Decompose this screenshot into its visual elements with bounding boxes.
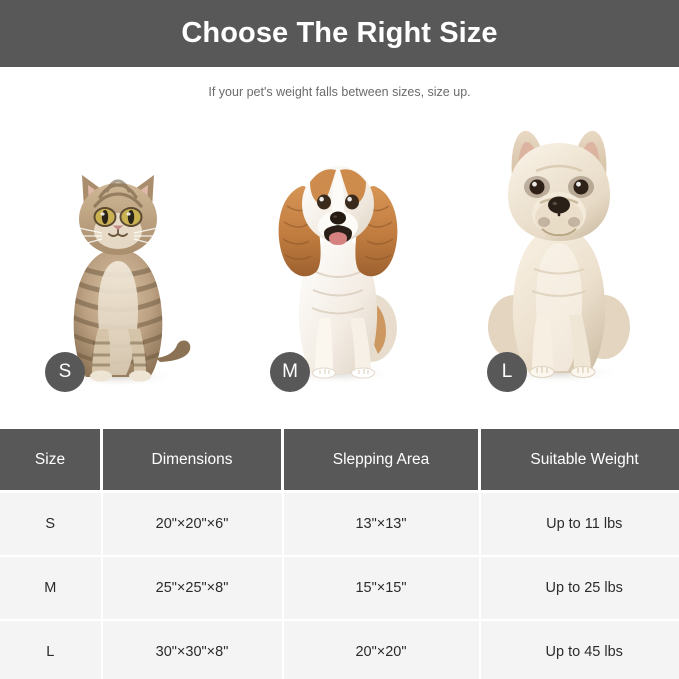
size-badge-large: L — [487, 352, 527, 392]
subtitle-text: If your pet's weight falls between sizes… — [208, 85, 471, 99]
column-header-sleeping-area: Slepping Area — [282, 429, 481, 493]
pet-cell-large: L — [474, 117, 644, 429]
cell-sleeping-area: 15"×15" — [282, 556, 481, 621]
size-badge-large-label: L — [501, 361, 513, 382]
cell-dimensions: 20"×20"×6" — [101, 491, 284, 557]
size-badge-medium: M — [270, 352, 310, 392]
table-body: S 20"×20"×6" 13"×13" Up to 11 lbs M 25"×… — [0, 491, 679, 679]
size-badge-medium-label: M — [282, 361, 298, 382]
cell-sleeping-area: 20"×20" — [282, 620, 481, 679]
size-chart-table: Size Dimensions Slepping Area Suitable W… — [0, 429, 679, 679]
cell-size: L — [0, 620, 103, 679]
cell-suitable-weight: Up to 11 lbs — [479, 491, 679, 557]
pet-cell-medium: M — [258, 117, 418, 429]
pets-showcase: S — [0, 117, 679, 429]
cell-suitable-weight: Up to 45 lbs — [479, 620, 679, 679]
pet-cell-small: S — [34, 117, 202, 429]
tabby-cat-icon — [60, 175, 191, 387]
header-banner: Choose The Right Size — [0, 0, 679, 67]
cell-size: M — [0, 556, 103, 621]
cell-dimensions: 30"×30"×8" — [101, 620, 284, 679]
table-row: L 30"×30"×8" 20"×20" Up to 45 lbs — [0, 620, 679, 679]
cavalier-spaniel-icon — [278, 166, 398, 384]
cell-dimensions: 25"×25"×8" — [101, 556, 284, 621]
table-header-row: Size Dimensions Slepping Area Suitable W… — [0, 429, 679, 493]
cell-size: S — [0, 491, 103, 557]
column-header-suitable-weight: Suitable Weight — [479, 429, 679, 493]
cell-suitable-weight: Up to 25 lbs — [479, 556, 679, 621]
french-bulldog-icon — [488, 130, 630, 384]
subtitle-row: If your pet's weight falls between sizes… — [0, 67, 679, 117]
table-row: M 25"×25"×8" 15"×15" Up to 25 lbs — [0, 556, 679, 621]
size-badge-small: S — [45, 352, 85, 392]
column-header-dimensions: Dimensions — [101, 429, 284, 493]
size-badge-small-label: S — [58, 361, 72, 382]
cell-sleeping-area: 13"×13" — [282, 491, 481, 557]
column-header-size: Size — [0, 429, 103, 493]
table-row: S 20"×20"×6" 13"×13" Up to 11 lbs — [0, 491, 679, 557]
page-title: Choose The Right Size — [181, 17, 498, 49]
table-header: Size Dimensions Slepping Area Suitable W… — [0, 429, 679, 493]
